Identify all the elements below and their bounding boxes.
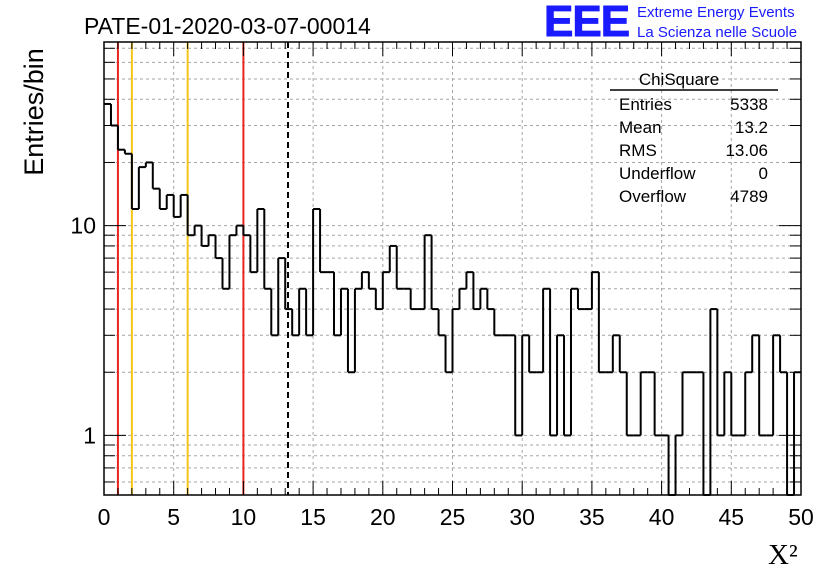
y-axis-label: Entries/bin (19, 48, 49, 176)
stats-value: 13.2 (735, 118, 768, 137)
x-tick-label: 50 (788, 504, 814, 530)
logo-line-2: La Scienza nelle Scuole (637, 24, 798, 41)
x-tick-label: 0 (98, 504, 111, 530)
x-tick-label: 40 (649, 504, 675, 530)
stats-value: 0 (759, 164, 768, 183)
stats-label: Underflow (619, 164, 696, 183)
stats-title: ChiSquare (639, 70, 719, 89)
grid-layer (104, 42, 801, 495)
x-tick-label: 25 (440, 504, 466, 530)
x-tick-label: 45 (719, 504, 745, 530)
chart-title: PATE-01-2020-03-07-00014 (84, 13, 371, 39)
stats-value: 5338 (730, 95, 768, 114)
x-tick-label: 15 (300, 504, 326, 530)
x-tick-label: 35 (579, 504, 605, 530)
x-tick-label: 5 (167, 504, 180, 530)
stats-label: Entries (619, 95, 672, 114)
y-tick-label: 10 (70, 213, 96, 239)
eee-logo-letters: EEE (543, 0, 630, 46)
reference-lines (116, 42, 290, 495)
stats-box: ChiSquare Entries 5338 Mean 13.2 RMS 13.06 Und… (610, 70, 778, 206)
stats-value: 13.06 (725, 141, 768, 160)
stats-value: 4789 (730, 187, 768, 206)
histogram-series (104, 102, 801, 496)
stats-label: Overflow (619, 187, 687, 206)
axis-ticks (103, 42, 802, 495)
stats-label: RMS (619, 141, 657, 160)
logo-line-1: Extreme Energy Events (637, 4, 795, 21)
eee-logo: EEE Extreme Energy Events La Scienza nel… (543, 0, 834, 46)
x-tick-label: 30 (509, 504, 535, 530)
x-axis-label: X² (768, 539, 798, 571)
x-tick-label: 20 (370, 504, 396, 530)
y-tick-label: 1 (83, 422, 96, 448)
stats-rows: Entries 5338 Mean 13.2 RMS 13.06 Underflow 0 Ove… (619, 95, 768, 206)
stats-label: Mean (619, 118, 662, 137)
x-tick-label: 10 (231, 504, 257, 530)
y-tick-labels: 1 10 (70, 213, 96, 449)
x-tick-labels: 0 5 10 15 20 25 30 35 40 45 50 (98, 504, 814, 530)
